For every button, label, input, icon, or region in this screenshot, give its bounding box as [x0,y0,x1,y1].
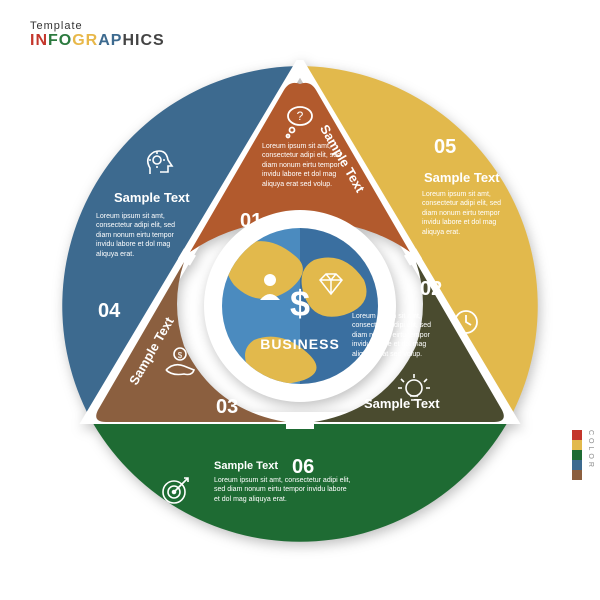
palette-label: COLOR [587,430,594,470]
dollar-icon: $ [290,283,310,324]
palette-bar [572,430,582,480]
diagram-stage: $ ? $ 01 02 03 04 05 06 Sample Text Samp… [54,60,546,552]
body-06: Loreum ipsum sit amt, consectetur adipi … [214,476,354,504]
center-label: BUSINESS [54,336,546,352]
svg-text:$: $ [178,351,183,360]
label-05: Sample Text [424,170,500,185]
num-02: 02 [420,278,442,301]
svg-text:?: ? [297,109,304,123]
sep-r [410,252,416,262]
num-04: 04 [98,300,120,323]
header-subtitle: Template [30,20,165,32]
num-05: 05 [434,136,456,159]
header-title: INFOGRAPHICS [30,32,165,50]
label-06: Sample Text [214,460,278,472]
num-01: 01 [240,210,262,233]
swatch [572,460,582,470]
label-04: Sample Text [114,190,190,205]
label-02: Sample Text [364,396,440,411]
swatch [572,430,582,440]
body-05: Loreum ipsum sit amt, consectetur adipi … [422,190,508,237]
swatch [572,450,582,460]
body-04: Loreum ipsum sit amt, consectetur adipi … [96,212,188,259]
swatch [572,440,582,450]
num-03: 03 [216,396,238,419]
body-01: Loreum ipsum sit amt, consectetur adipi … [262,142,342,189]
svg-text:$: $ [290,283,310,324]
header: Template INFOGRAPHICS [30,20,165,50]
swatch [572,470,582,480]
